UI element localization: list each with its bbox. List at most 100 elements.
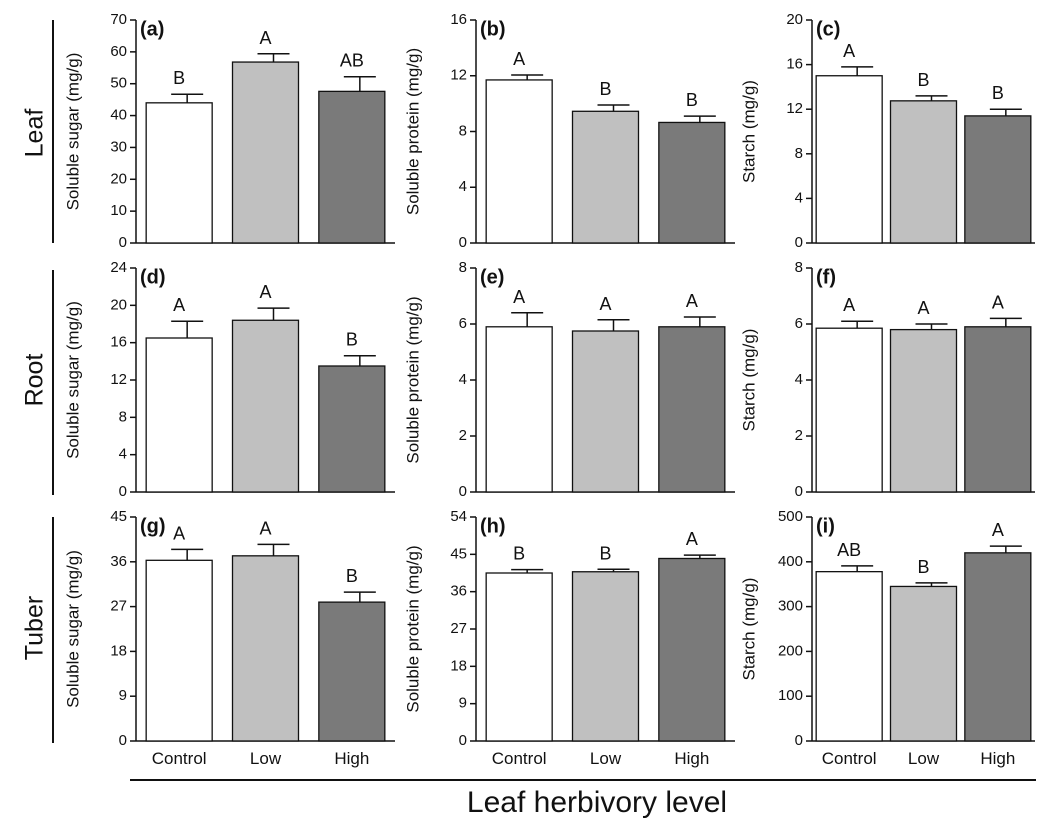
y-tick-label-d: 16 bbox=[110, 334, 127, 351]
y-tick-label-f: 6 bbox=[795, 315, 803, 332]
significance-letter-e-high: A bbox=[686, 291, 698, 311]
y-tick-label-e: 4 bbox=[459, 371, 467, 388]
significance-letter-i-control: AB bbox=[837, 540, 861, 560]
bar-g-high bbox=[319, 602, 385, 741]
significance-letter-c-low: B bbox=[917, 70, 929, 90]
x-category-label-i-low: Low bbox=[908, 749, 940, 768]
y-tick-label-g: 45 bbox=[110, 508, 127, 525]
bar-c-control bbox=[816, 76, 882, 243]
significance-letter-f-high: A bbox=[992, 292, 1004, 312]
y-tick-label-f: 0 bbox=[795, 483, 803, 500]
bar-a-control bbox=[146, 103, 212, 243]
y-axis-label-h: Soluble protein (mg/g) bbox=[403, 545, 422, 712]
panel-label-b: (b) bbox=[480, 18, 506, 40]
bar-h-low bbox=[573, 572, 639, 741]
bar-c-low bbox=[891, 101, 957, 243]
y-tick-label-e: 6 bbox=[459, 315, 467, 332]
y-tick-label-f: 2 bbox=[795, 427, 803, 444]
y-tick-label-e: 2 bbox=[459, 427, 467, 444]
x-category-label-g-high: High bbox=[334, 749, 369, 768]
y-tick-label-h: 27 bbox=[450, 620, 467, 637]
bar-e-control bbox=[486, 327, 552, 492]
bar-g-low bbox=[233, 556, 299, 741]
significance-letter-g-high: B bbox=[346, 566, 358, 586]
y-tick-label-h: 54 bbox=[450, 508, 467, 525]
bar-e-high bbox=[659, 327, 725, 492]
y-tick-label-b: 8 bbox=[459, 122, 467, 139]
significance-letter-h-high: A bbox=[686, 529, 698, 549]
y-tick-label-c: 0 bbox=[795, 234, 803, 251]
bar-f-high bbox=[965, 327, 1031, 492]
y-tick-label-d: 0 bbox=[119, 483, 127, 500]
significance-letter-d-control: A bbox=[173, 295, 185, 315]
significance-letter-c-high: B bbox=[992, 83, 1004, 103]
y-tick-label-b: 0 bbox=[459, 234, 467, 251]
y-tick-label-a: 50 bbox=[110, 75, 127, 92]
bar-b-control bbox=[486, 80, 552, 243]
significance-letter-i-high: A bbox=[992, 520, 1004, 540]
x-category-label-i-high: High bbox=[980, 749, 1015, 768]
bar-i-control bbox=[816, 572, 882, 741]
bar-d-control bbox=[146, 338, 212, 492]
panel-label-i: (i) bbox=[816, 515, 835, 537]
x-category-label-g-control: Control bbox=[152, 749, 207, 768]
significance-letter-f-control: A bbox=[843, 295, 855, 315]
y-tick-label-a: 0 bbox=[119, 234, 127, 251]
y-tick-label-a: 20 bbox=[110, 170, 127, 187]
y-axis-label-f: Starch (mg/g) bbox=[739, 329, 758, 432]
significance-letter-e-low: A bbox=[599, 294, 611, 314]
significance-letter-h-control: B bbox=[513, 544, 525, 564]
bar-f-low bbox=[891, 330, 957, 492]
y-tick-label-e: 0 bbox=[459, 483, 467, 500]
y-tick-label-i: 0 bbox=[795, 732, 803, 749]
x-category-label-h-high: High bbox=[674, 749, 709, 768]
y-tick-label-h: 45 bbox=[450, 545, 467, 562]
y-tick-label-f: 4 bbox=[795, 371, 803, 388]
y-tick-label-d: 8 bbox=[119, 408, 127, 425]
y-tick-label-a: 70 bbox=[110, 11, 127, 28]
y-tick-label-c: 20 bbox=[786, 11, 803, 28]
y-tick-label-b: 16 bbox=[450, 11, 467, 28]
panel-label-e: (e) bbox=[480, 266, 504, 288]
bar-i-low bbox=[891, 586, 957, 741]
y-tick-label-h: 0 bbox=[459, 732, 467, 749]
y-tick-label-c: 8 bbox=[795, 145, 803, 162]
panel-label-d: (d) bbox=[140, 266, 166, 288]
y-tick-label-c: 4 bbox=[795, 189, 803, 206]
y-axis-label-e: Soluble protein (mg/g) bbox=[403, 296, 422, 463]
y-tick-label-a: 40 bbox=[110, 107, 127, 124]
significance-letter-h-low: B bbox=[599, 543, 611, 563]
significance-letter-a-low: A bbox=[259, 28, 271, 48]
y-tick-label-d: 12 bbox=[110, 371, 127, 388]
significance-letter-a-high: AB bbox=[340, 51, 364, 71]
x-category-label-g-low: Low bbox=[250, 749, 282, 768]
bar-i-high bbox=[965, 553, 1031, 741]
bar-b-high bbox=[659, 122, 725, 243]
panel-label-g: (g) bbox=[140, 515, 166, 537]
significance-letter-d-high: B bbox=[346, 330, 358, 350]
bar-a-high bbox=[319, 91, 385, 243]
y-tick-label-g: 36 bbox=[110, 553, 127, 570]
y-tick-label-b: 12 bbox=[450, 67, 467, 84]
bar-h-high bbox=[659, 558, 725, 741]
y-tick-label-a: 60 bbox=[110, 43, 127, 60]
y-tick-label-i: 100 bbox=[778, 687, 803, 704]
y-tick-label-i: 200 bbox=[778, 642, 803, 659]
y-tick-label-f: 8 bbox=[795, 259, 803, 276]
x-category-label-h-control: Control bbox=[492, 749, 547, 768]
y-tick-label-d: 24 bbox=[110, 259, 127, 276]
row-label-leaf: Leaf bbox=[21, 109, 49, 158]
panel-label-a: (a) bbox=[140, 18, 164, 40]
y-axis-label-c: Starch (mg/g) bbox=[739, 80, 758, 183]
y-tick-label-b: 4 bbox=[459, 178, 467, 195]
y-tick-label-h: 9 bbox=[459, 695, 467, 712]
bar-c-high bbox=[965, 116, 1031, 243]
y-axis-label-i: Starch (mg/g) bbox=[739, 578, 758, 681]
y-tick-label-i: 500 bbox=[778, 508, 803, 525]
y-tick-label-d: 4 bbox=[119, 446, 127, 463]
x-category-label-h-low: Low bbox=[590, 749, 622, 768]
y-tick-label-g: 27 bbox=[110, 598, 127, 615]
bar-g-control bbox=[146, 560, 212, 741]
panel-label-h: (h) bbox=[480, 515, 506, 537]
panel-label-c: (c) bbox=[816, 18, 840, 40]
